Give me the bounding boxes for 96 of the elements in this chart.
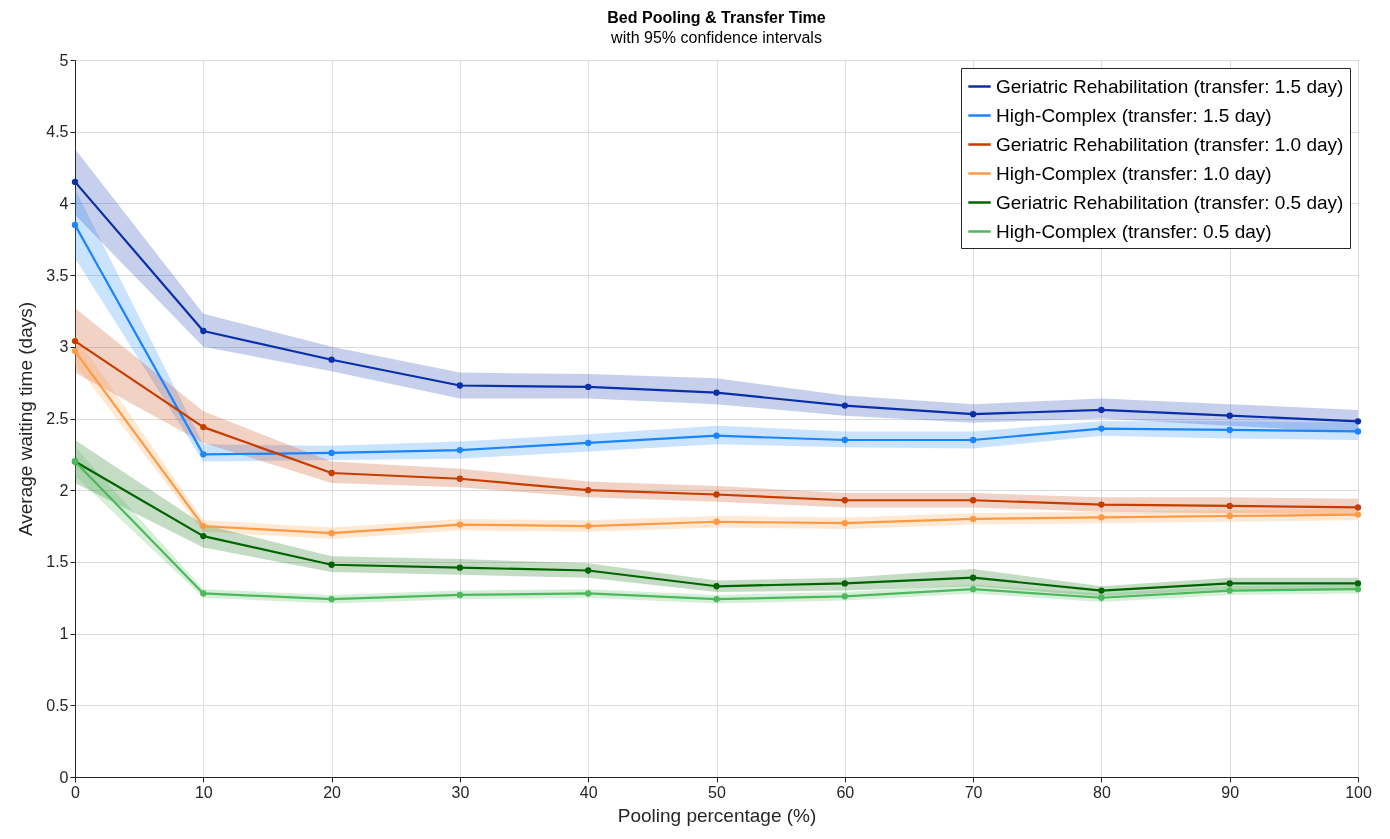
point	[71, 347, 79, 355]
point	[585, 439, 592, 447]
point	[1354, 504, 1362, 511]
point	[71, 178, 79, 186]
point	[456, 564, 464, 571]
point	[1226, 412, 1233, 419]
point	[1354, 511, 1362, 518]
point	[969, 411, 977, 418]
point	[328, 449, 335, 457]
x-tick-label: 0	[71, 783, 81, 801]
point	[1226, 512, 1233, 520]
point	[1354, 580, 1362, 587]
y-tick-label: 4	[59, 194, 69, 212]
x-axis-title: Pooling percentage (%)	[617, 804, 817, 826]
point	[1098, 501, 1105, 508]
y-tick-label: 3	[59, 338, 69, 356]
point	[969, 497, 977, 504]
y-tick-label: 1.5	[46, 553, 69, 571]
point	[713, 389, 720, 396]
point	[200, 532, 207, 540]
y-axis-title: Average waiting time (days)	[15, 301, 37, 537]
point	[1354, 428, 1362, 435]
point	[713, 518, 720, 525]
chart-title: Bed Pooling & Transfer Time	[607, 9, 826, 26]
legend-label: Geriatric Rehabilitation (transfer: 1.5 day)	[996, 75, 1344, 97]
point	[1098, 594, 1105, 601]
point	[328, 530, 335, 537]
point	[585, 590, 592, 597]
point	[1226, 426, 1233, 434]
point	[1226, 502, 1233, 510]
x-tick-label: 60	[836, 783, 855, 801]
legend-label: High-Complex (transfer: 1.5 day)	[996, 104, 1272, 126]
point	[713, 596, 720, 603]
point	[713, 583, 720, 590]
point	[1098, 587, 1105, 594]
point	[200, 451, 207, 458]
y-tick-label: 4.5	[46, 123, 69, 141]
point	[328, 561, 335, 568]
legend-label: High-Complex (transfer: 0.5 day)	[996, 220, 1272, 242]
point	[841, 593, 848, 600]
point	[1098, 406, 1105, 414]
point	[841, 520, 848, 527]
point	[1354, 418, 1362, 425]
point	[456, 446, 464, 454]
chart-subtitle: with 95% confidence intervals	[610, 29, 822, 46]
point	[1098, 514, 1105, 521]
point	[841, 580, 848, 587]
point	[585, 383, 592, 391]
point	[328, 469, 335, 477]
point	[969, 515, 977, 523]
point	[200, 423, 207, 431]
x-tick-label: 100	[1345, 783, 1372, 801]
point	[328, 596, 335, 603]
legend-label: High-Complex (transfer: 1.0 day)	[996, 162, 1272, 184]
point	[1098, 425, 1105, 432]
legend-label: Geriatric Rehabilitation (transfer: 1.0 day)	[996, 133, 1344, 155]
point	[328, 356, 335, 363]
point	[841, 497, 848, 504]
x-tick-label: 40	[579, 783, 598, 801]
y-tick-label: 2.5	[46, 410, 69, 427]
point	[456, 591, 464, 599]
point	[200, 327, 207, 335]
point	[456, 521, 464, 528]
point	[713, 432, 720, 439]
y-tick-label: 0	[59, 768, 69, 786]
point	[969, 585, 977, 593]
x-tick-label: 80	[1093, 783, 1111, 801]
point	[585, 567, 592, 574]
point	[585, 522, 592, 530]
point	[71, 337, 79, 345]
point	[200, 590, 207, 597]
point	[200, 522, 207, 530]
x-tick-label: 50	[708, 783, 726, 801]
point	[1226, 587, 1233, 594]
x-tick-label: 10	[194, 783, 213, 801]
point	[71, 221, 79, 229]
x-tick-label: 30	[451, 783, 470, 801]
point	[841, 436, 848, 444]
y-tick-label: 5	[59, 51, 69, 69]
y-tick-label: 3.5	[46, 266, 69, 284]
point	[841, 402, 848, 409]
point	[585, 487, 592, 494]
point	[969, 574, 977, 581]
legend-label: Geriatric Rehabilitation (transfer: 0.5 day)	[996, 191, 1344, 213]
point	[456, 382, 464, 389]
point	[456, 475, 464, 482]
point	[713, 491, 720, 498]
x-tick-label: 20	[323, 783, 342, 801]
point	[1226, 580, 1233, 587]
point	[969, 436, 977, 444]
x-tick-label: 90	[1221, 783, 1240, 801]
x-tick-label: 70	[964, 783, 983, 801]
y-tick-label: 2	[59, 481, 69, 499]
y-tick-label: 1	[59, 625, 69, 643]
point	[1354, 585, 1362, 593]
y-tick-label: 0.5	[46, 696, 69, 714]
